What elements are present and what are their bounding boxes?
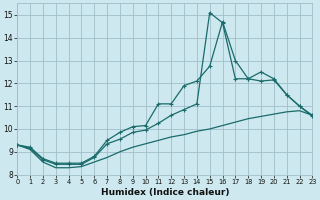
X-axis label: Humidex (Indice chaleur): Humidex (Indice chaleur)	[100, 188, 229, 197]
